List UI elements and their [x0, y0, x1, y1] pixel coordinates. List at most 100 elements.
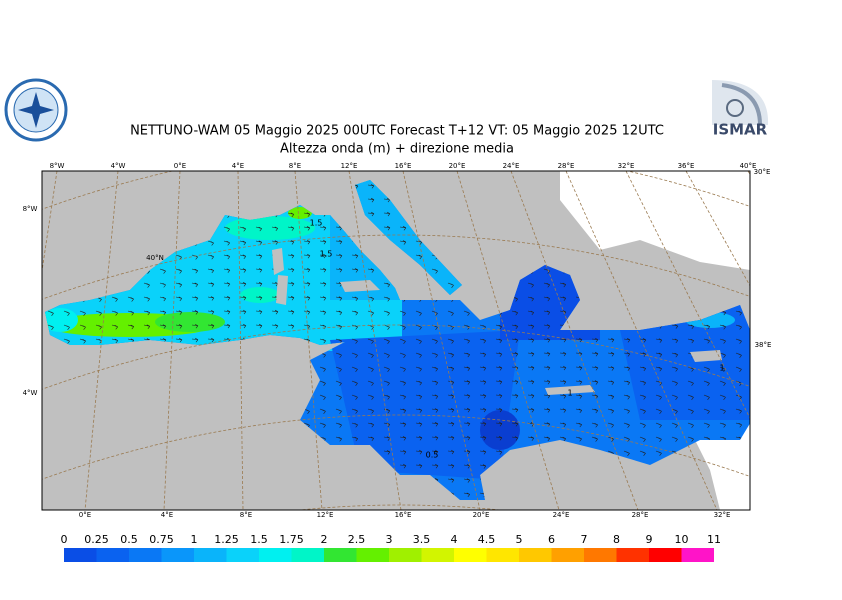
direction-arrow — [431, 366, 438, 372]
subtitle: Altezza onda (m) + direzione media — [280, 142, 514, 157]
direction-arrow — [447, 366, 455, 372]
direction-arrow — [287, 281, 295, 287]
direction-arrow — [223, 282, 231, 287]
direction-arrow — [655, 436, 662, 443]
direction-arrow — [639, 338, 647, 343]
legend-swatch — [519, 548, 552, 562]
direction-arrow — [79, 338, 86, 344]
direction-arrow — [415, 422, 423, 427]
direction-arrow — [527, 310, 535, 316]
direction-arrow — [479, 338, 487, 344]
direction-arrow — [703, 422, 710, 428]
legend-label: 0.75 — [149, 533, 174, 546]
direction-arrow — [447, 324, 454, 330]
legend-label: 1.5 — [250, 533, 268, 546]
direction-arrow — [351, 380, 358, 387]
direction-arrow — [623, 366, 631, 371]
direction-arrow — [431, 422, 439, 427]
legend-swatch — [616, 548, 649, 562]
direction-arrow — [415, 436, 423, 441]
direction-arrow — [255, 323, 263, 329]
legend-label: 4.5 — [478, 533, 496, 546]
direction-arrow — [367, 394, 374, 400]
direction-arrow — [671, 436, 678, 442]
direction-arrow — [575, 422, 583, 428]
direction-arrow — [319, 366, 326, 372]
direction-arrow — [543, 436, 551, 442]
contour-label: 1 — [567, 389, 572, 398]
direction-arrow — [607, 337, 615, 343]
direction-arrow — [495, 324, 502, 330]
direction-arrow — [239, 309, 247, 315]
direction-arrow — [511, 324, 519, 330]
direction-arrow — [575, 365, 583, 371]
direction-arrow — [255, 309, 263, 315]
direction-arrow — [543, 282, 550, 288]
direction-arrow — [399, 240, 407, 245]
direction-arrow — [383, 225, 391, 231]
direction-arrow — [719, 408, 726, 414]
direction-arrow — [335, 380, 342, 387]
direction-arrow — [591, 436, 598, 442]
direction-arrow — [399, 449, 407, 455]
direction-arrow — [735, 422, 742, 428]
legend-swatch — [129, 548, 162, 562]
direction-arrow — [511, 422, 519, 427]
direction-arrow — [335, 296, 343, 301]
direction-arrow — [543, 408, 551, 413]
direction-arrow — [207, 323, 215, 329]
direction-arrow — [159, 324, 167, 329]
direction-arrow — [351, 310, 358, 316]
direction-arrow — [623, 408, 630, 414]
legend-label: 11 — [707, 533, 721, 546]
lon-label-bottom: 32°E — [714, 511, 731, 519]
direction-arrow — [223, 323, 231, 329]
direction-arrow — [399, 310, 406, 316]
direction-arrow — [415, 352, 422, 358]
direction-arrow — [399, 422, 407, 427]
direction-arrow — [351, 268, 359, 273]
direction-arrow — [111, 296, 118, 302]
direction-arrow — [47, 324, 54, 331]
direction-arrow — [735, 310, 742, 316]
direction-arrow — [543, 296, 551, 302]
direction-arrow — [415, 338, 422, 344]
direction-arrow — [111, 324, 118, 330]
direction-arrow — [143, 296, 150, 302]
direction-arrow — [287, 310, 295, 315]
direction-arrow — [655, 450, 662, 456]
lon-label-top: 8°W — [50, 162, 65, 170]
direction-arrow — [463, 380, 471, 385]
direction-arrow — [335, 366, 342, 372]
lon-label-top: 36°E — [678, 162, 695, 170]
direction-arrow — [495, 366, 503, 371]
direction-arrow — [479, 366, 487, 371]
graticule — [237, 171, 244, 510]
direction-arrow — [367, 366, 374, 373]
direction-arrow — [527, 324, 535, 329]
direction-arrow — [159, 310, 167, 316]
direction-arrow — [271, 324, 279, 329]
legend-swatch — [454, 548, 487, 562]
direction-arrow — [639, 380, 646, 386]
direction-arrow — [511, 310, 518, 316]
direction-arrow — [527, 296, 534, 302]
direction-arrow — [479, 380, 487, 385]
direction-arrow — [143, 282, 150, 288]
lat-label-right: 30°E — [754, 168, 771, 176]
direction-arrow — [319, 422, 326, 428]
direction-arrow — [319, 296, 327, 301]
direction-arrow — [415, 463, 423, 469]
direction-arrow — [431, 352, 438, 358]
direction-arrow — [255, 254, 263, 259]
direction-arrow — [175, 310, 183, 315]
direction-arrow — [575, 408, 583, 414]
direction-arrow — [447, 394, 455, 399]
direction-arrow — [207, 240, 214, 246]
title: NETTUNO-WAM 05 Maggio 2025 00UTC Forecas… — [130, 124, 664, 139]
direction-arrow — [591, 337, 599, 343]
direction-arrow — [495, 436, 503, 441]
lon-label-top: 40°E — [740, 162, 757, 170]
direction-arrow — [575, 436, 582, 442]
